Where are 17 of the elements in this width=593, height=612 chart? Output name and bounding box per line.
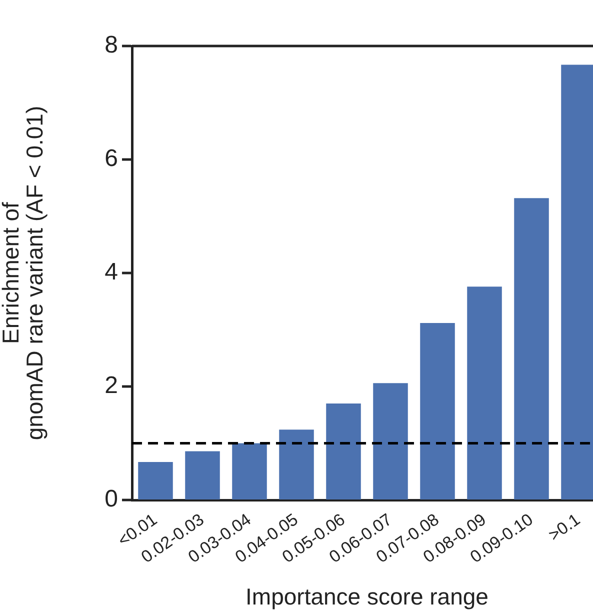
bar: [138, 462, 173, 500]
bar: [279, 430, 314, 500]
bar: [326, 404, 361, 500]
y-tick-label: 6: [104, 145, 118, 172]
bar: [514, 198, 549, 500]
x-tick-label: >0.1: [545, 510, 584, 545]
bar: [232, 443, 267, 500]
bar: [373, 383, 408, 500]
y-tick-label: 0: [104, 486, 118, 513]
y-axis-title: Enrichment of gnomAD rare variant (AF < 0.01): [0, 106, 48, 440]
bar: [420, 322, 455, 500]
y-tick-label: 2: [104, 372, 118, 400]
x-axis-title: Importance score range: [246, 584, 488, 610]
bar: [467, 286, 502, 500]
y-tick-label: 4: [104, 258, 118, 286]
bar: [185, 451, 220, 500]
y-tick-label: 8: [104, 32, 118, 59]
